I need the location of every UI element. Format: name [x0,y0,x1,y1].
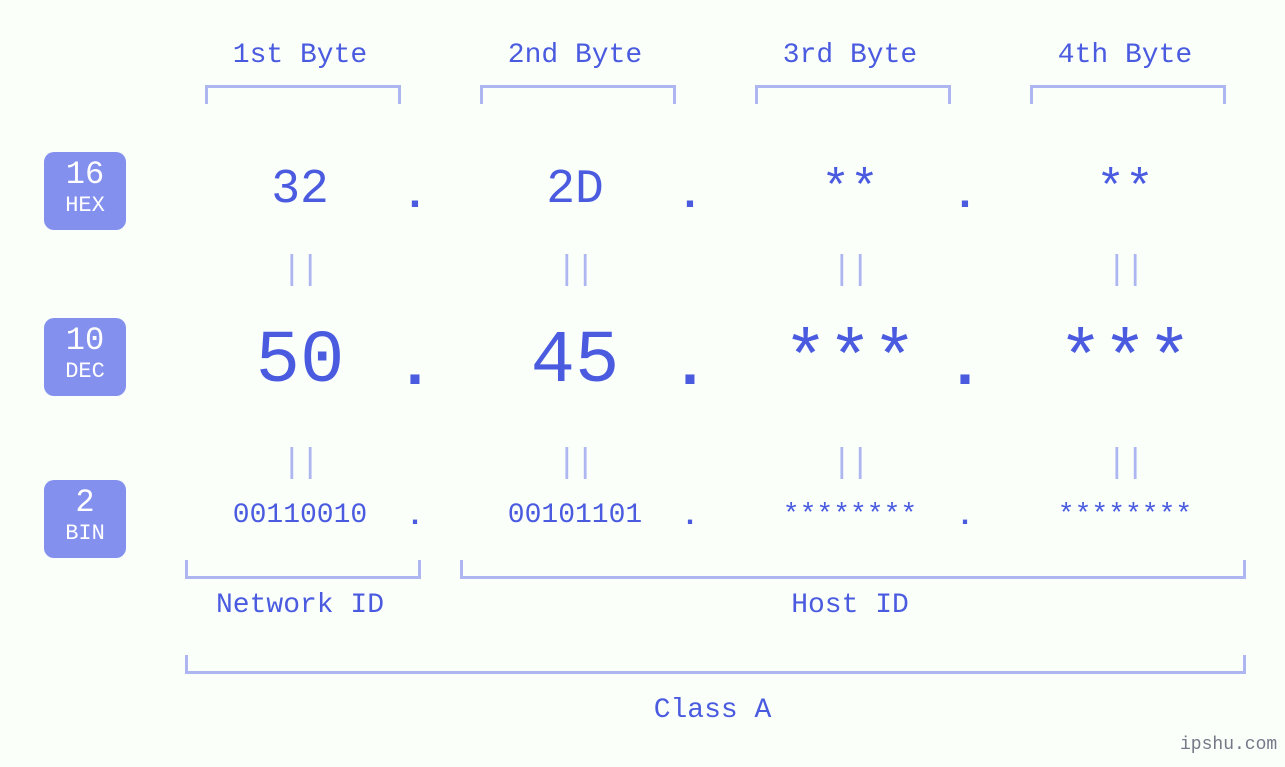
hex-octet-2: 2D [455,163,695,217]
base-badge-dec-num: 10 [44,324,126,358]
hex-dot-1: . [395,171,435,221]
equals-r0-c2: || [730,252,970,290]
hex-dot-2: . [670,171,710,221]
equals-r0-c3: || [1005,252,1245,290]
section-label-class: Class A [180,695,1245,726]
base-badge-dec-label: DEC [44,360,126,383]
section-label-network: Network ID [180,590,420,621]
base-badge-hex: 16HEX [44,152,126,230]
base-badge-hex-num: 16 [44,158,126,192]
equals-r0-c1: || [455,252,695,290]
equals-r1-c2: || [730,445,970,483]
dec-octet-3: *** [730,320,970,404]
hex-octet-1: 32 [180,163,420,217]
dec-octet-1: 50 [180,320,420,404]
bin-dot-1: . [395,500,435,534]
equals-r1-c1: || [455,445,695,483]
equals-r0-c0: || [180,252,420,290]
base-badge-bin: 2BIN [44,480,126,558]
byte-header-2: 2nd Byte [455,40,695,71]
dec-dot-1: . [395,332,435,404]
bin-octet-2: 00101101 [455,500,695,531]
byte-top-bracket-2 [480,85,676,104]
byte-header-1: 1st Byte [180,40,420,71]
bin-dot-2: . [670,500,710,534]
section-bracket-host [460,560,1246,579]
hex-dot-3: . [945,171,985,221]
bin-octet-4: ******** [1005,500,1245,531]
dec-octet-2: 45 [455,320,695,404]
bin-octet-3: ******** [730,500,970,531]
base-badge-bin-num: 2 [44,486,126,520]
byte-top-bracket-3 [755,85,951,104]
section-bracket-class [185,655,1246,674]
byte-header-3: 3rd Byte [730,40,970,71]
section-bracket-network [185,560,421,579]
dec-dot-2: . [670,332,710,404]
base-badge-bin-label: BIN [44,522,126,545]
bin-dot-3: . [945,500,985,534]
byte-top-bracket-4 [1030,85,1226,104]
equals-r1-c0: || [180,445,420,483]
byte-top-bracket-1 [205,85,401,104]
dec-dot-3: . [945,332,985,404]
equals-r1-c3: || [1005,445,1245,483]
byte-header-4: 4th Byte [1005,40,1245,71]
footer-credit: ipshu.com [1180,735,1277,755]
base-badge-dec: 10DEC [44,318,126,396]
base-badge-hex-label: HEX [44,194,126,217]
dec-octet-4: *** [1005,320,1245,404]
hex-octet-4: ** [1005,163,1245,217]
hex-octet-3: ** [730,163,970,217]
bin-octet-1: 00110010 [180,500,420,531]
section-label-host: Host ID [455,590,1245,621]
